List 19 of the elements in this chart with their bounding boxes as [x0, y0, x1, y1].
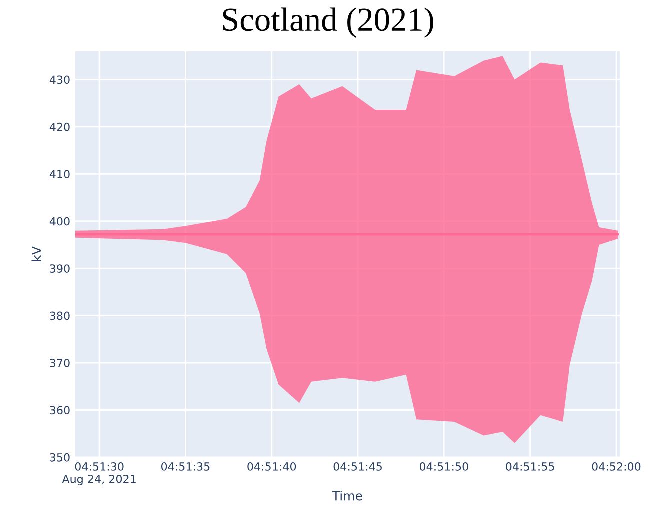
chart-title: Scotland (2021) — [223, 8, 434, 38]
x-tick-label: 04:51:55 — [506, 462, 554, 471]
x-tick-label: 04:51:30 Aug 24, 2021 — [62, 462, 136, 486]
x-axis-title: Time — [332, 491, 362, 501]
y-tick-label: 390 — [50, 264, 70, 273]
x-tick-label: 04:51:50 — [420, 462, 468, 471]
y-tick-label: 410 — [50, 170, 70, 179]
y-tick-label: 360 — [50, 406, 70, 415]
y-tick-label: 400 — [50, 217, 70, 226]
y-tick-label: 430 — [50, 76, 70, 84]
y-tick-label: 380 — [50, 312, 70, 320]
y-tick-label: 350 — [50, 453, 70, 462]
x-tick-label: 04:51:40 — [248, 462, 296, 471]
x-tick-label: 04:51:45 — [334, 462, 382, 471]
x-tick-label: 04:52:00 — [592, 462, 641, 471]
y-tick-label: 370 — [50, 359, 70, 368]
y-tick-label: 420 — [50, 122, 70, 132]
y-axis-title: kV — [32, 246, 42, 262]
x-tick-label: 04:51:35 — [161, 462, 210, 471]
